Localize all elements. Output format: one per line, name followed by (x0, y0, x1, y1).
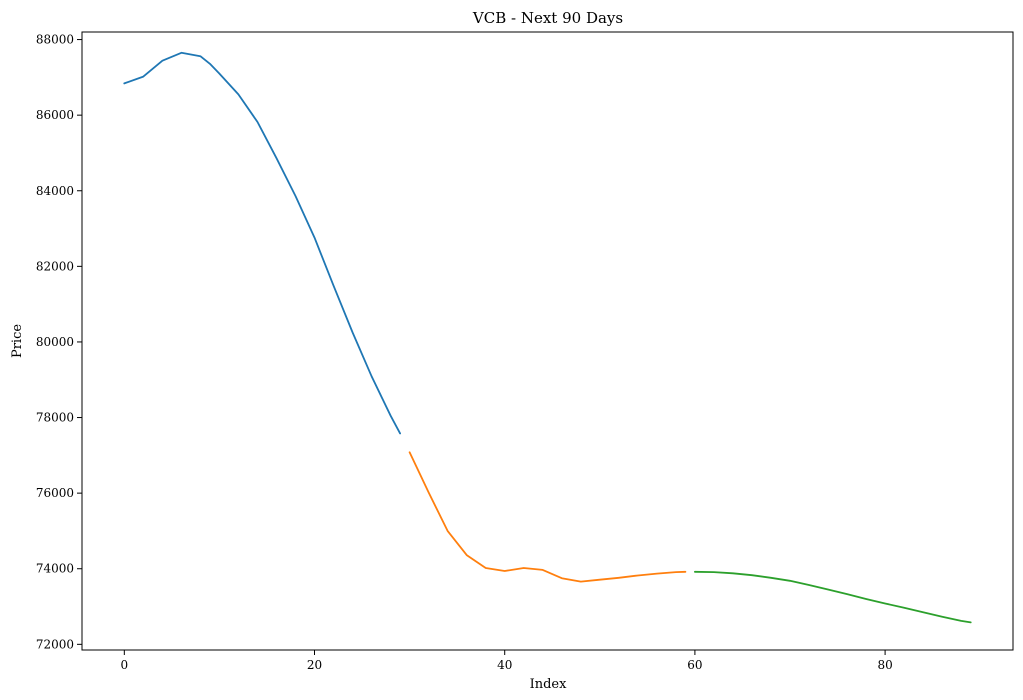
series-line-1 (123, 51, 402, 435)
chart-title: VCB - Next 90 Days (472, 9, 623, 27)
y-tick-label: 72000 (36, 637, 74, 651)
y-tick-label: 88000 (36, 33, 74, 47)
y-tick-label: 78000 (36, 411, 74, 425)
series-line-2 (408, 451, 687, 583)
x-tick-label: 0 (120, 658, 128, 672)
x-tick-label: 80 (877, 658, 892, 672)
y-tick-label: 76000 (36, 486, 74, 500)
y-tick-label: 74000 (36, 562, 74, 576)
y-axis-label: Price (10, 324, 25, 358)
x-axis-label: Index (530, 677, 568, 692)
y-tick-label: 86000 (36, 108, 74, 122)
y-tick-label: 80000 (36, 335, 74, 349)
y-tick-label: 82000 (36, 259, 74, 273)
x-tick-label: 20 (307, 658, 322, 672)
y-tick-label: 84000 (36, 184, 74, 198)
x-tick-label: 40 (497, 658, 512, 672)
plot-frame (81, 31, 1014, 651)
x-axis-ticks: 0 20 40 60 80 (120, 650, 893, 672)
plot-lines (123, 51, 972, 624)
series-line-3 (694, 570, 972, 624)
x-tick-label: 60 (687, 658, 702, 672)
y-axis-ticks: 72000 74000 76000 78000 80000 82000 84000 86000… (36, 33, 82, 651)
